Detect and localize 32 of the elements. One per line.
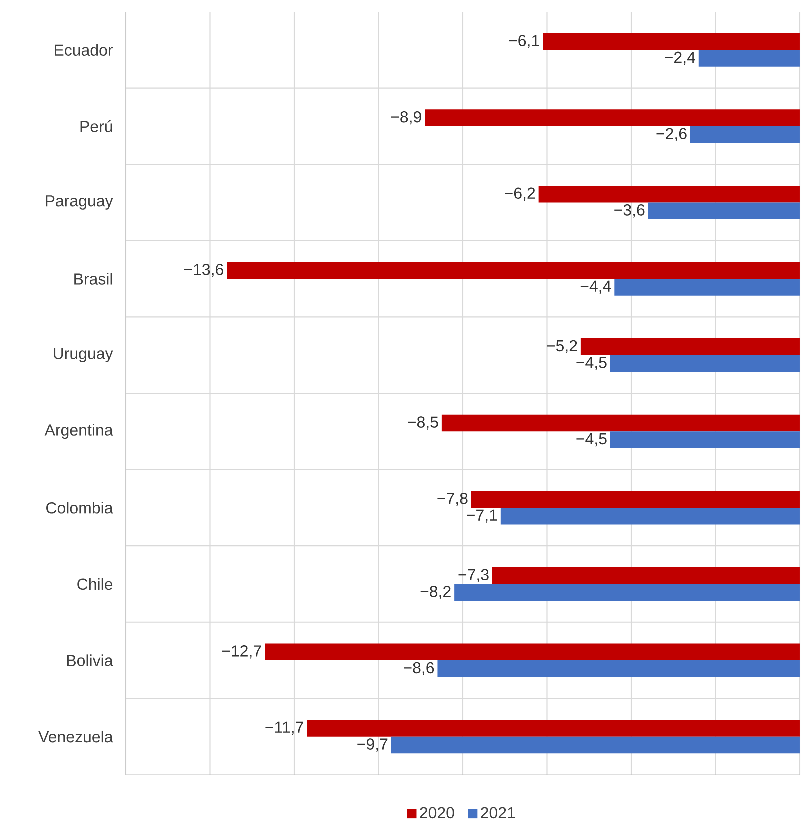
data-label: −7,1 [467, 510, 498, 523]
data-label: −7,3 [458, 569, 489, 582]
data-label: −4,5 [576, 434, 607, 447]
data-label: −11,7 [266, 722, 304, 735]
legend-label: 2020 [420, 807, 454, 819]
y-tick-label: Perú [80, 120, 112, 132]
data-label: −4,5 [576, 357, 607, 370]
legend-label: 2021 [481, 807, 516, 819]
y-tick-label: Paraguay [46, 196, 114, 210]
data-label: −2,4 [665, 52, 696, 66]
y-tick-label: Bolivia [67, 654, 114, 666]
y-tick-label: Ecuador [55, 44, 114, 56]
data-label: −6,1 [509, 35, 540, 48]
data-label: −8,9 [391, 111, 422, 125]
y-tick-label: Venezuela [38, 730, 114, 743]
data-label: −12,7 [222, 646, 262, 659]
data-label: −8,5 [408, 416, 438, 430]
y-tick-label: Chile [78, 578, 113, 590]
y-tick-label: Argentina [44, 424, 114, 440]
data-label: −8,2 [420, 586, 451, 600]
data-label: −4,4 [580, 280, 612, 294]
data-label: −13,6 [184, 264, 224, 278]
data-label: −2,6 [656, 128, 687, 142]
data-label: −8,6 [404, 662, 434, 676]
data-label: −7,8 [438, 492, 468, 506]
data-label: −9,7 [358, 738, 388, 752]
data-label: −3,6 [614, 204, 645, 218]
data-label: −5,2 [547, 340, 578, 354]
y-tick-label: Uruguay [54, 348, 114, 363]
data-label: −6,2 [505, 188, 536, 201]
y-tick-label: Colombia [46, 502, 114, 514]
y-tick-label: Brasil [74, 273, 112, 285]
